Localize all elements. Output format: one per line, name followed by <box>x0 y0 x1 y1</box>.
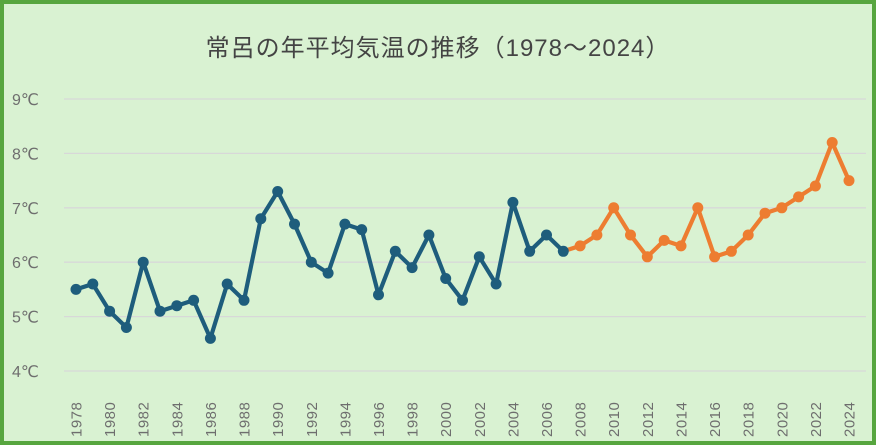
x-axis-tick-label: 2002 <box>472 402 489 437</box>
data-point-2008 <box>574 240 586 252</box>
data-point-1983 <box>154 305 166 317</box>
x-axis-tick-label: 2006 <box>539 402 556 437</box>
data-point-1994 <box>339 218 351 230</box>
data-point-2018 <box>742 229 754 241</box>
x-axis-tick-label: 2018 <box>741 402 758 437</box>
data-point-2024 <box>843 175 855 187</box>
data-point-2009 <box>591 229 603 241</box>
series-recent-period-line <box>561 140 852 259</box>
x-axis-tick-label: 2022 <box>808 402 825 437</box>
data-point-2017 <box>725 245 737 257</box>
data-point-2020 <box>776 202 788 214</box>
data-point-2004 <box>507 196 519 208</box>
data-point-2000 <box>440 273 452 284</box>
x-axis-tick-label: 2020 <box>774 402 791 437</box>
y-axis-tick-label: 4℃ <box>12 364 39 381</box>
x-axis-tick-label: 1990 <box>270 402 287 437</box>
data-point-1985 <box>188 294 200 306</box>
gridlines <box>64 98 866 372</box>
data-point-1997 <box>389 245 401 257</box>
x-axis-tick-label: 2004 <box>505 402 522 437</box>
data-point-2010 <box>608 202 620 214</box>
data-point-1998 <box>406 262 418 274</box>
data-point-1978 <box>70 283 82 295</box>
data-point-2012 <box>641 251 653 263</box>
chart-title: 常呂の年平均気温の推移（1978～2024） <box>205 35 671 62</box>
data-point-2015 <box>692 202 704 214</box>
x-axis-tick-label: 2024 <box>842 402 859 437</box>
x-axis-tick-label: 1982 <box>136 402 153 437</box>
data-point-1984 <box>171 300 183 312</box>
data-point-2011 <box>625 229 636 241</box>
x-axis-tick-label: 1980 <box>102 402 119 437</box>
y-axis-tick-label: 6℃ <box>12 255 39 272</box>
y-axis-labels: 9℃ 8℃ 7℃ 6℃ 5℃ 4℃ <box>12 92 39 381</box>
data-point-2014 <box>675 240 687 252</box>
data-point-2021 <box>793 191 805 203</box>
x-axis-tick-label: 1992 <box>304 402 321 437</box>
x-axis-tick-label: 1978 <box>69 402 86 437</box>
x-axis-tick-label: 1994 <box>337 402 354 437</box>
temperature-line-chart: 9℃ 8℃ 7℃ 6℃ 5℃ 4℃ 1978 1980 1982 1984 1986 1988 1990… <box>12 92 866 437</box>
series-early-period <box>70 186 569 344</box>
data-point-1996 <box>373 289 384 301</box>
x-axis-tick-label: 1988 <box>237 402 254 437</box>
x-axis-tick-label: 1996 <box>371 402 388 437</box>
data-point-1995 <box>356 224 368 236</box>
data-point-2013 <box>658 234 670 246</box>
data-point-2006 <box>541 229 552 241</box>
x-axis-tick-label: 1984 <box>169 402 186 437</box>
data-point-1991 <box>289 218 300 230</box>
x-axis-tick-label: 1986 <box>203 402 220 437</box>
y-axis-tick-label: 8℃ <box>12 146 39 163</box>
data-point-2022 <box>809 180 821 192</box>
data-point-1989 <box>255 213 267 225</box>
x-axis-labels: 1978 1980 1982 1984 1986 1988 1990 1992 1994 1996… <box>69 402 859 437</box>
data-point-1981 <box>120 322 132 333</box>
x-axis-tick-label: 2010 <box>606 402 623 437</box>
x-axis-tick-label: 2014 <box>673 402 690 437</box>
x-axis-tick-label: 2012 <box>640 402 657 437</box>
x-axis-tick-label: 2016 <box>707 402 724 437</box>
data-point-2001 <box>457 294 468 306</box>
data-point-2003 <box>490 278 502 290</box>
y-axis-tick-label: 9℃ <box>12 92 39 109</box>
x-axis-tick-label: 1998 <box>405 402 422 437</box>
data-point-2016 <box>709 251 721 263</box>
x-axis-tick-label: 2000 <box>438 402 455 437</box>
data-point-1990 <box>272 186 284 197</box>
data-point-2007 <box>557 245 569 257</box>
data-point-1979 <box>87 278 99 290</box>
data-point-2019 <box>759 207 771 219</box>
series-recent-period <box>561 137 855 263</box>
y-axis-tick-label: 5℃ <box>12 310 39 327</box>
data-point-1982 <box>137 256 149 268</box>
data-point-1993 <box>322 267 334 279</box>
data-point-1999 <box>423 229 435 241</box>
data-point-1987 <box>221 278 233 290</box>
x-axis-tick-label: 2008 <box>573 402 590 437</box>
data-point-1986 <box>204 332 216 344</box>
data-point-2023 <box>826 137 838 148</box>
data-point-1988 <box>238 294 250 306</box>
data-point-1980 <box>104 305 116 317</box>
data-point-2002 <box>473 251 485 263</box>
data-point-1992 <box>305 256 317 268</box>
data-point-2005 <box>524 245 536 257</box>
y-axis-tick-label: 7℃ <box>12 201 39 218</box>
